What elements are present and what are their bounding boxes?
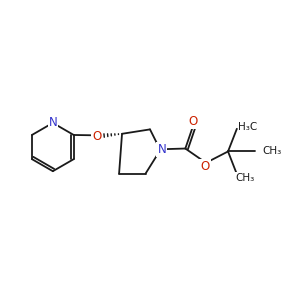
Text: CH₃: CH₃ — [236, 173, 255, 183]
Text: N: N — [158, 143, 166, 156]
Text: O: O — [92, 130, 102, 143]
Text: CH₃: CH₃ — [263, 146, 282, 157]
Text: N: N — [49, 116, 57, 129]
Text: O: O — [200, 160, 210, 173]
Text: H₃C: H₃C — [238, 122, 258, 132]
Text: O: O — [188, 115, 197, 128]
